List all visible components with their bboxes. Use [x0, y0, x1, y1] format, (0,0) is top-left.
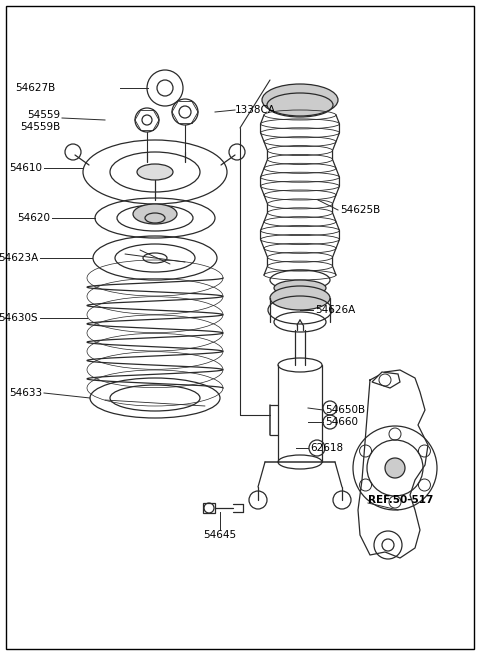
- Ellipse shape: [133, 204, 177, 224]
- Ellipse shape: [137, 164, 173, 180]
- Text: 54620: 54620: [17, 213, 50, 223]
- Ellipse shape: [262, 84, 338, 116]
- Text: 54633: 54633: [9, 388, 42, 398]
- Text: 54660: 54660: [325, 417, 358, 427]
- Ellipse shape: [274, 280, 326, 296]
- FancyBboxPatch shape: [6, 6, 474, 649]
- Ellipse shape: [270, 286, 330, 310]
- Text: 54650B: 54650B: [325, 405, 365, 415]
- Text: 54630S: 54630S: [0, 313, 38, 323]
- Text: 54559: 54559: [27, 110, 60, 120]
- Text: 54625B: 54625B: [340, 205, 380, 215]
- Circle shape: [385, 458, 405, 478]
- Polygon shape: [203, 503, 215, 513]
- Text: 62618: 62618: [310, 443, 343, 453]
- Text: 1338CA: 1338CA: [235, 105, 276, 115]
- Text: 54559B: 54559B: [20, 122, 60, 132]
- Text: 54627B: 54627B: [15, 83, 55, 93]
- Text: 54626A: 54626A: [315, 305, 355, 315]
- Text: 54645: 54645: [204, 530, 237, 540]
- Text: 54610: 54610: [9, 163, 42, 173]
- Text: 54623A: 54623A: [0, 253, 38, 263]
- Text: REF.50-517: REF.50-517: [368, 495, 433, 505]
- Polygon shape: [372, 372, 400, 388]
